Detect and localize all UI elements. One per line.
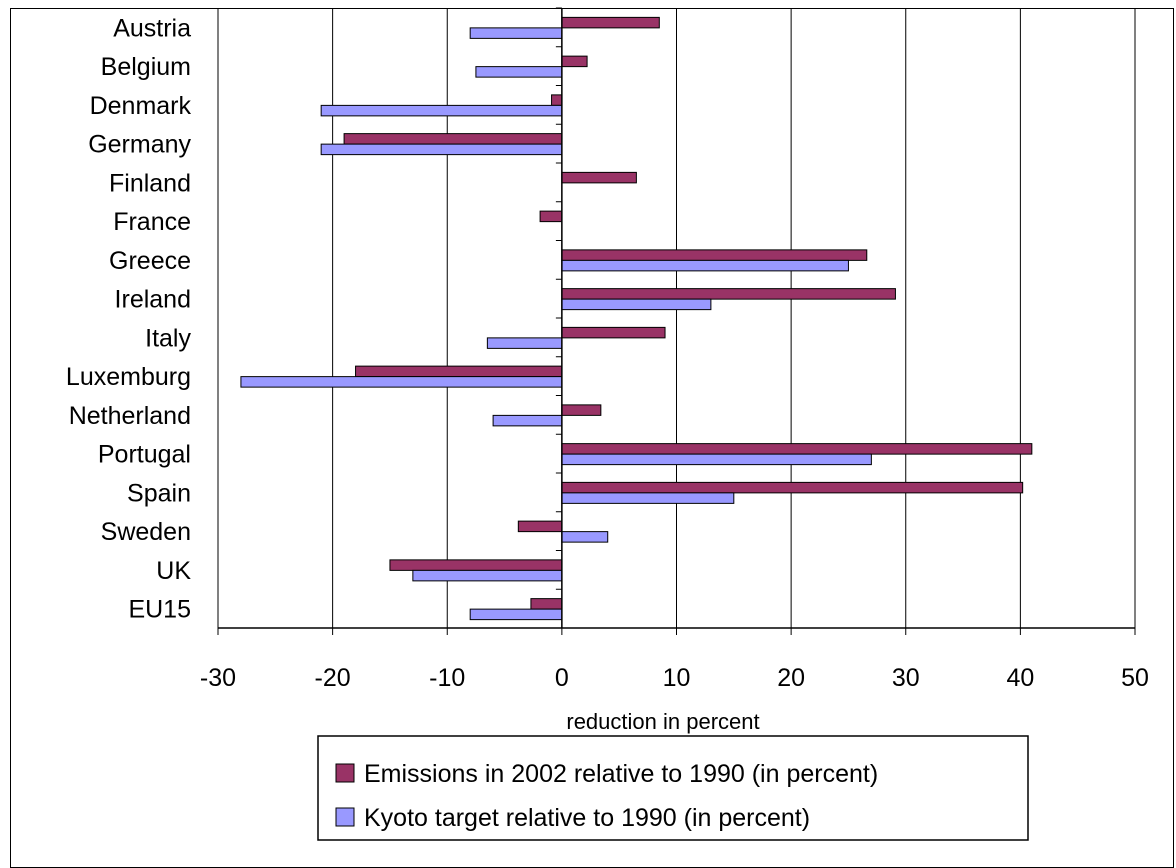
bar-emissions-italy [561, 326, 666, 339]
category-label: Ireland [115, 286, 191, 314]
bars [240, 16, 1033, 621]
bar-kyoto-denmark [320, 104, 563, 117]
category-label: Portugal [98, 441, 191, 469]
x-tick-label: -30 [200, 664, 236, 692]
legend-label-emissions: Emissions in 2002 relative to 1990 (in p… [364, 760, 878, 788]
bar-kyoto-netherland [492, 414, 563, 427]
category-label: France [113, 208, 191, 236]
category-label: Denmark [90, 92, 192, 120]
bar-emissions-spain [561, 481, 1024, 494]
bar-kyoto-ireland [561, 298, 712, 311]
legend-swatch-kyoto [335, 807, 355, 827]
x-tick-label: -20 [315, 664, 351, 692]
x-tick-label: 20 [777, 664, 805, 692]
legend-swatch-emissions [335, 763, 355, 783]
bar-emissions-belgium [561, 55, 588, 68]
tick-labels: -30 -20 -10 0 10 20 30 40 50 [200, 664, 1149, 692]
x-tick-label: 50 [1121, 664, 1149, 692]
bar-emissions-denmark [551, 94, 563, 106]
bar-emissions-luxemburg [355, 365, 563, 378]
bar-emissions-ireland [561, 288, 896, 300]
category-label: Spain [127, 479, 191, 507]
chart-frame [10, 8, 1174, 868]
x-tick-label: -10 [429, 664, 465, 692]
x-tick-label: 40 [1006, 664, 1034, 692]
category-label: Italy [145, 324, 191, 352]
category-label: Sweden [101, 518, 191, 546]
bar-kyoto-uk [412, 569, 563, 582]
bar-kyoto-austria [469, 27, 563, 39]
x-tick-label: 30 [892, 664, 920, 692]
category-label: Finland [109, 169, 191, 197]
bar-emissions-eu15 [530, 598, 563, 610]
category-label: Austria [113, 14, 191, 42]
bar-chart: Austria Belgium Denmark Germany Finland Franc… [66, 7, 1149, 841]
category-label: Netherland [69, 402, 191, 430]
bar-kyoto-sweden [561, 531, 609, 543]
category-label: Germany [88, 131, 191, 159]
category-label: Greece [109, 247, 191, 275]
bar-kyoto-germany [320, 143, 563, 156]
bar-kyoto-belgium [475, 66, 563, 78]
category-label: EU15 [128, 596, 191, 624]
x-tick-label: 10 [663, 664, 691, 692]
bar-emissions-uk [389, 559, 563, 571]
bar-kyoto-eu15 [469, 608, 563, 621]
category-labels: Austria Belgium Denmark Germany Finland Franc… [66, 14, 192, 623]
bar-emissions-austria [561, 16, 660, 29]
bar-emissions-finland [561, 171, 637, 184]
bar-emissions-france [539, 210, 563, 223]
axes [217, 7, 1136, 635]
bar-emissions-sweden [517, 520, 563, 533]
bar-kyoto-spain [561, 492, 735, 504]
category-label: Belgium [101, 53, 191, 81]
category-label: UK [156, 557, 191, 585]
x-axis-title: reduction in percent [566, 709, 759, 734]
bar-emissions-greece [561, 249, 868, 261]
bar-kyoto-greece [561, 259, 849, 272]
bar-emissions-netherland [561, 404, 602, 416]
x-tick-label: 0 [555, 664, 569, 692]
legend: Emissions in 2002 relative to 1990 (in p… [317, 735, 1029, 841]
legend-label-kyoto: Kyoto target relative to 1990 (in percen… [364, 804, 810, 832]
grid-lines [217, 8, 1136, 628]
bar-kyoto-luxemburg [240, 376, 563, 388]
category-label: Luxemburg [66, 363, 191, 391]
bar-emissions-germany [343, 133, 563, 145]
legend-box [317, 735, 1029, 841]
bar-emissions-portugal [561, 443, 1033, 455]
bar-kyoto-italy [486, 337, 563, 349]
bar-kyoto-portugal [561, 453, 872, 466]
